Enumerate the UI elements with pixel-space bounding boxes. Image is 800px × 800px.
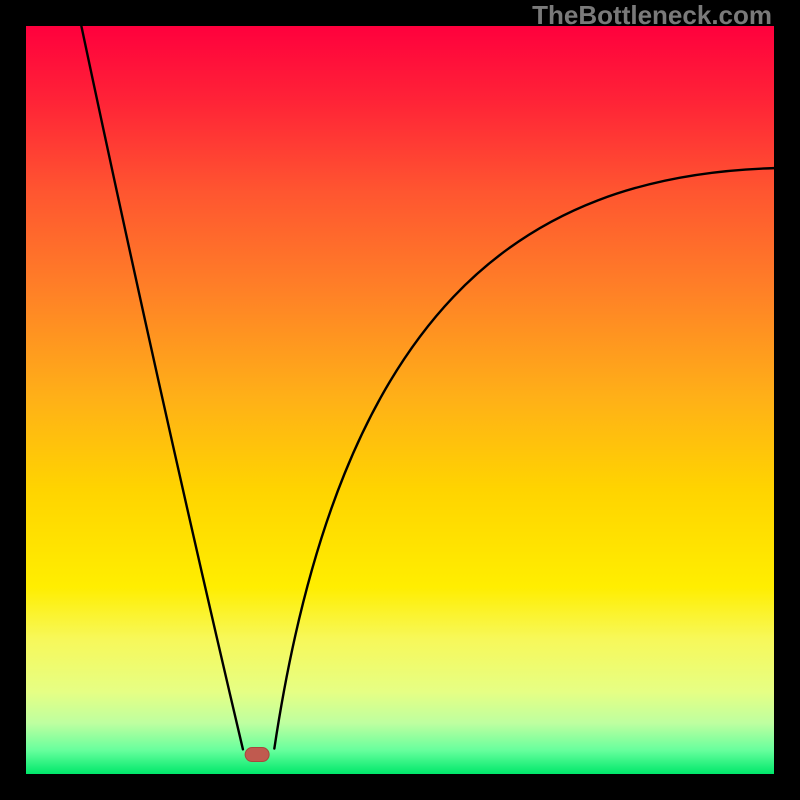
chart-background [26, 26, 774, 774]
valley-marker [245, 748, 269, 762]
watermark-text: TheBottleneck.com [532, 2, 772, 28]
